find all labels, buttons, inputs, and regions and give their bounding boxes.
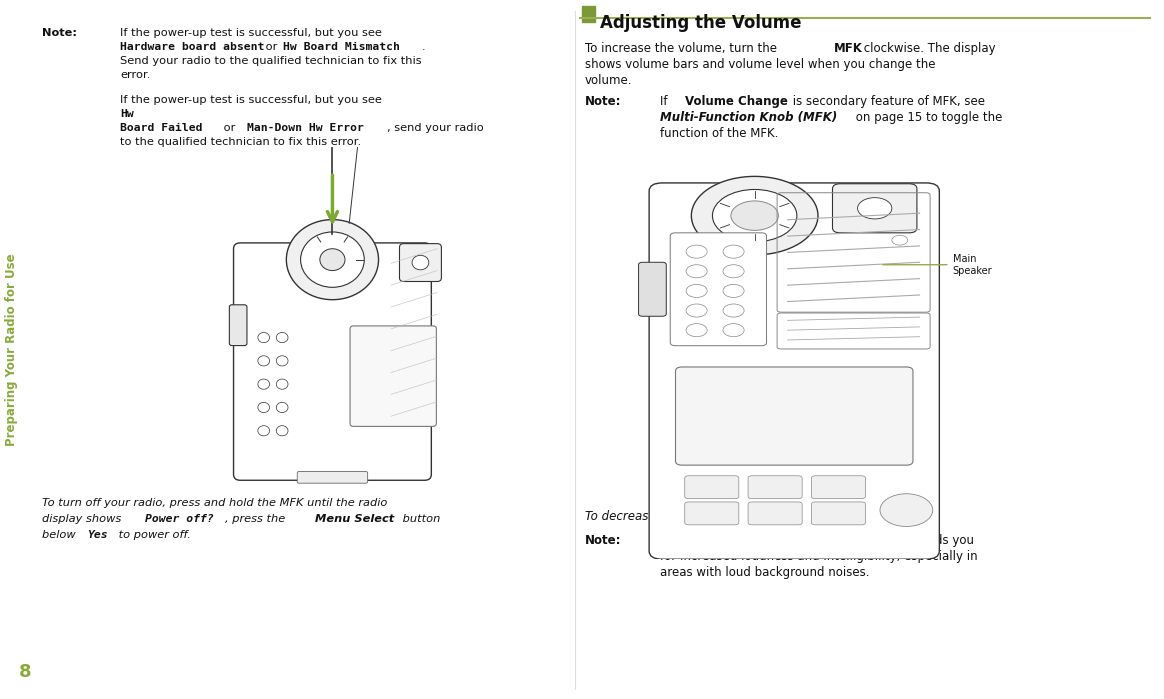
Circle shape <box>686 324 708 337</box>
Circle shape <box>276 426 288 436</box>
Text: Note:: Note: <box>585 95 622 108</box>
Circle shape <box>320 249 345 271</box>
Circle shape <box>276 356 288 366</box>
FancyBboxPatch shape <box>350 326 436 426</box>
Text: To turn off your radio, press and hold the MFK until the radio: To turn off your radio, press and hold t… <box>42 498 388 508</box>
FancyBboxPatch shape <box>670 233 767 346</box>
Text: Multi-Function Knob (MFK): Multi-Function Knob (MFK) <box>660 111 837 124</box>
Circle shape <box>686 245 708 258</box>
Text: If the power-up test is successful, but you see: If the power-up test is successful, but … <box>120 95 385 105</box>
FancyBboxPatch shape <box>675 367 913 465</box>
Text: to power off.: to power off. <box>115 530 191 540</box>
Text: clockwise. The display: clockwise. The display <box>860 42 995 55</box>
Text: volume.: volume. <box>585 74 632 87</box>
Circle shape <box>412 255 428 270</box>
Text: display shows: display shows <box>42 514 125 524</box>
Text: Adjusting the Volume: Adjusting the Volume <box>599 14 802 32</box>
Circle shape <box>686 304 708 317</box>
FancyBboxPatch shape <box>748 476 802 498</box>
Text: If: If <box>660 95 675 108</box>
Text: Volume Change: Volume Change <box>684 95 788 108</box>
Text: If the power-up test is successful, but you see: If the power-up test is successful, but … <box>120 28 382 38</box>
FancyBboxPatch shape <box>297 472 368 483</box>
Text: Hardware board absent: Hardware board absent <box>120 42 264 52</box>
Text: MFK: MFK <box>833 42 863 55</box>
Text: , press the: , press the <box>225 514 289 524</box>
Circle shape <box>258 426 270 436</box>
Text: .: . <box>423 42 426 52</box>
Circle shape <box>276 403 288 412</box>
Text: Note:: Note: <box>585 534 622 547</box>
Text: shows volume bars and volume level when you change the: shows volume bars and volume level when … <box>585 58 936 71</box>
FancyBboxPatch shape <box>748 502 802 525</box>
Circle shape <box>258 379 270 389</box>
Circle shape <box>723 304 744 317</box>
FancyBboxPatch shape <box>832 184 917 233</box>
FancyBboxPatch shape <box>639 262 666 316</box>
Circle shape <box>258 403 270 412</box>
FancyBboxPatch shape <box>650 183 939 559</box>
Circle shape <box>300 232 364 287</box>
Text: or: or <box>220 123 239 133</box>
Circle shape <box>712 189 797 242</box>
Circle shape <box>258 356 270 366</box>
Text: Board Failed: Board Failed <box>120 123 203 133</box>
Text: Send your radio to the qualified technician to fix this: Send your radio to the qualified technic… <box>120 56 421 66</box>
Text: areas with loud background noises.: areas with loud background noises. <box>660 566 870 579</box>
Text: Note:: Note: <box>42 28 77 38</box>
Text: Menu Select: Menu Select <box>315 514 395 524</box>
Circle shape <box>731 201 779 231</box>
Circle shape <box>686 265 708 278</box>
Circle shape <box>858 198 892 219</box>
Circle shape <box>723 245 744 258</box>
Text: To decrease the volume, turn this MFK counterclockwise.: To decrease the volume, turn this MFK co… <box>585 510 922 523</box>
Circle shape <box>723 324 744 337</box>
Text: Ensure that the main speaker is pointed towards you: Ensure that the main speaker is pointed … <box>660 534 974 547</box>
Text: error.: error. <box>120 70 150 80</box>
Bar <box>582 6 595 22</box>
Text: button: button <box>399 514 440 524</box>
Circle shape <box>286 219 378 300</box>
Text: Main
Speaker: Main Speaker <box>882 254 992 275</box>
Text: function of the MFK.: function of the MFK. <box>660 127 779 140</box>
Text: Preparing Your Radio for Use: Preparing Your Radio for Use <box>6 253 19 446</box>
Text: to the qualified technician to fix this error.: to the qualified technician to fix this … <box>120 137 361 147</box>
Text: below: below <box>42 530 79 540</box>
Text: for increased loudness and intelligibility, especially in: for increased loudness and intelligibili… <box>660 550 978 563</box>
FancyBboxPatch shape <box>811 502 866 525</box>
Text: 8: 8 <box>19 663 31 681</box>
Circle shape <box>691 176 818 255</box>
Text: Man-Down Hw Error: Man-Down Hw Error <box>247 123 364 133</box>
Text: Yes: Yes <box>87 530 107 540</box>
FancyBboxPatch shape <box>399 244 441 282</box>
Text: is secondary feature of MFK, see: is secondary feature of MFK, see <box>789 95 985 108</box>
FancyBboxPatch shape <box>811 476 866 498</box>
Text: Hw Board Mismatch: Hw Board Mismatch <box>283 42 400 52</box>
FancyBboxPatch shape <box>684 476 739 498</box>
Text: , send your radio: , send your radio <box>386 123 484 133</box>
Text: or: or <box>262 42 281 52</box>
Circle shape <box>892 236 908 245</box>
Circle shape <box>723 265 744 278</box>
FancyBboxPatch shape <box>234 243 432 480</box>
FancyBboxPatch shape <box>229 305 247 345</box>
FancyBboxPatch shape <box>684 502 739 525</box>
Text: on page 15 to toggle the: on page 15 to toggle the <box>852 111 1002 124</box>
Circle shape <box>276 379 288 389</box>
Circle shape <box>276 333 288 343</box>
Circle shape <box>686 284 708 298</box>
Circle shape <box>880 493 932 526</box>
Circle shape <box>723 284 744 298</box>
Text: To increase the volume, turn the: To increase the volume, turn the <box>585 42 781 55</box>
Circle shape <box>258 333 270 343</box>
Text: Power off?: Power off? <box>146 514 214 524</box>
Text: Hw: Hw <box>120 109 134 119</box>
